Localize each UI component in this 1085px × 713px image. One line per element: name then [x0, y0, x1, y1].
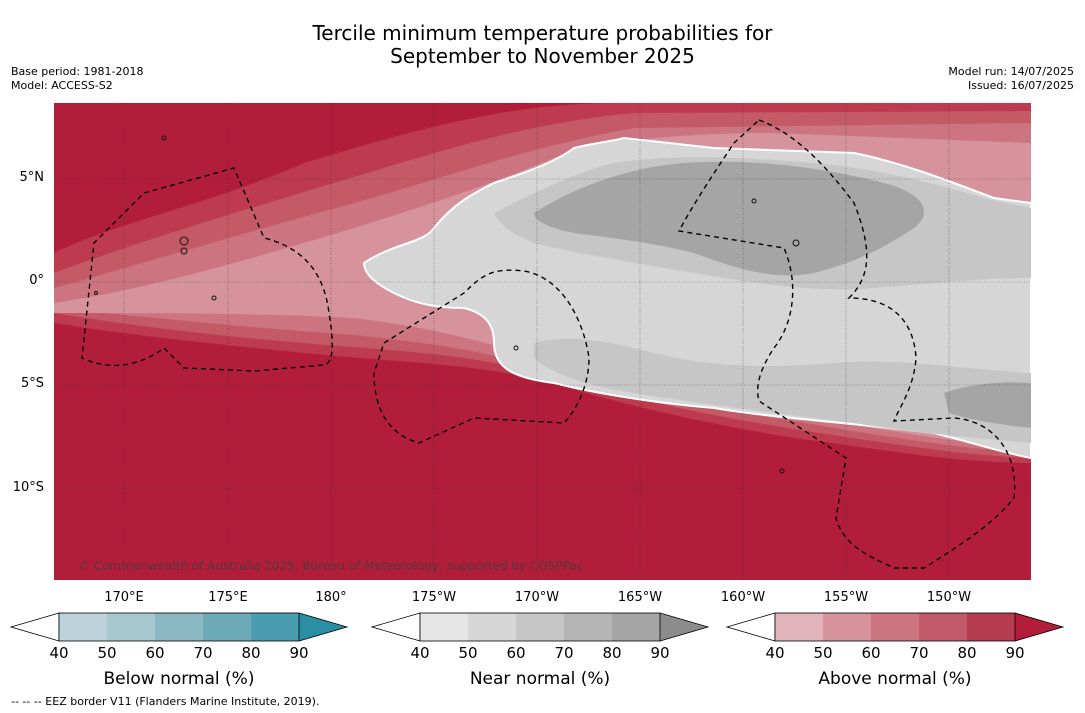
colorbar-tick: 70	[554, 644, 574, 662]
copyright-credit: © Commonwealth of Australia 2025, Bureau…	[78, 559, 584, 573]
colorbar-swatch	[59, 613, 107, 641]
colorbar-tick: 50	[813, 644, 833, 662]
probability-map	[54, 103, 1031, 580]
colorbar-tick: 50	[97, 644, 117, 662]
colorbar-tick: 60	[506, 644, 526, 662]
colorbar-swatch	[967, 613, 1015, 641]
lon-label: 175°W	[411, 590, 457, 605]
colorbar-swatch	[251, 613, 299, 641]
colorbar-swatch	[516, 613, 564, 641]
colorbar-near-high-triangle	[660, 613, 708, 641]
colorbar-swatch	[919, 613, 967, 641]
colorbar-swatch	[468, 613, 516, 641]
colorbar-tick: 60	[145, 644, 165, 662]
lon-label: 170°E	[104, 590, 144, 605]
colorbar-swatch	[612, 613, 660, 641]
colorbar-near-normal	[370, 612, 710, 642]
model-name: Model: ACCESS-S2	[11, 79, 113, 92]
lon-label: 165°W	[617, 590, 663, 605]
colorbar-below-low-triangle	[9, 612, 60, 642]
colorbar-tick: 60	[861, 644, 881, 662]
colorbar-swatch	[871, 613, 919, 641]
colorbar-swatch	[775, 613, 823, 641]
colorbar-below-normal	[9, 612, 349, 642]
lon-label: 160°W	[720, 590, 766, 605]
colorbar-tick: 80	[241, 644, 261, 662]
colorbar-tick: 40	[410, 644, 430, 662]
colorbar-near-label: Near normal (%)	[469, 669, 611, 689]
map-title-line2: September to November 2025	[390, 44, 695, 68]
eez-footnote: -- -- -- EEZ border V11 (Flanders Marine…	[11, 695, 320, 708]
colorbar-swatch	[420, 613, 468, 641]
colorbar-swatch	[823, 613, 871, 641]
lon-label: 175°E	[208, 590, 248, 605]
lon-label: 155°W	[823, 590, 869, 605]
lon-label: 170°W	[514, 590, 560, 605]
graticule	[54, 103, 1031, 580]
meta-left: Base period: 1981-2018 Model: ACCESS-S2	[11, 65, 143, 93]
colorbar-tick: 40	[765, 644, 785, 662]
meta-right: Model run: 14/07/2025 Issued: 16/07/2025	[948, 65, 1074, 93]
colorbar-above-high-triangle	[1015, 613, 1063, 641]
region-near-80-east	[944, 382, 1031, 428]
lon-label: 180°	[315, 590, 347, 605]
colorbar-tick: 70	[193, 644, 213, 662]
region-near-80	[534, 161, 924, 276]
colorbar-tick: 80	[957, 644, 977, 662]
colorbar-near-low-triangle	[370, 612, 421, 642]
lat-label: 10°S	[12, 480, 44, 495]
colorbar-tick: 40	[49, 644, 69, 662]
lat-label: 0°	[29, 273, 44, 288]
colorbar-tick: 90	[289, 644, 309, 662]
lat-label: 5°S	[20, 376, 44, 391]
colorbar-above-label: Above normal (%)	[818, 669, 972, 689]
island-outlines	[94, 135, 800, 474]
region-near-60-south	[534, 338, 1031, 443]
eez-borders	[81, 119, 1016, 569]
lat-label: 5°N	[19, 170, 45, 185]
map-title-line1: Tercile minimum temperature probabilitie…	[312, 21, 773, 45]
colorbar-below-high-triangle	[299, 613, 347, 641]
colorbar-swatch	[564, 613, 612, 641]
map-title: Tercile minimum temperature probabilitie…	[0, 22, 1085, 68]
lon-label: 150°W	[926, 590, 972, 605]
colorbar-swatch	[107, 613, 155, 641]
issued-date: Issued: 16/07/2025	[967, 79, 1074, 92]
base-period: Base period: 1981-2018	[11, 65, 144, 78]
colorbar-above-low-triangle	[725, 612, 776, 642]
colorbar-tick: 50	[458, 644, 478, 662]
colorbar-tick: 90	[1005, 644, 1025, 662]
colorbar-below-label: Below normal (%)	[103, 669, 255, 689]
colorbar-swatch	[203, 613, 251, 641]
colorbar-tick: 90	[650, 644, 670, 662]
map-canvas	[54, 103, 1031, 580]
colorbars	[9, 612, 1065, 642]
colorbar-tick: 80	[602, 644, 622, 662]
model-run: Model run: 14/07/2025	[948, 65, 1074, 78]
colorbar-above-normal	[725, 612, 1065, 642]
colorbar-swatch	[155, 613, 203, 641]
colorbar-tick: 70	[909, 644, 929, 662]
